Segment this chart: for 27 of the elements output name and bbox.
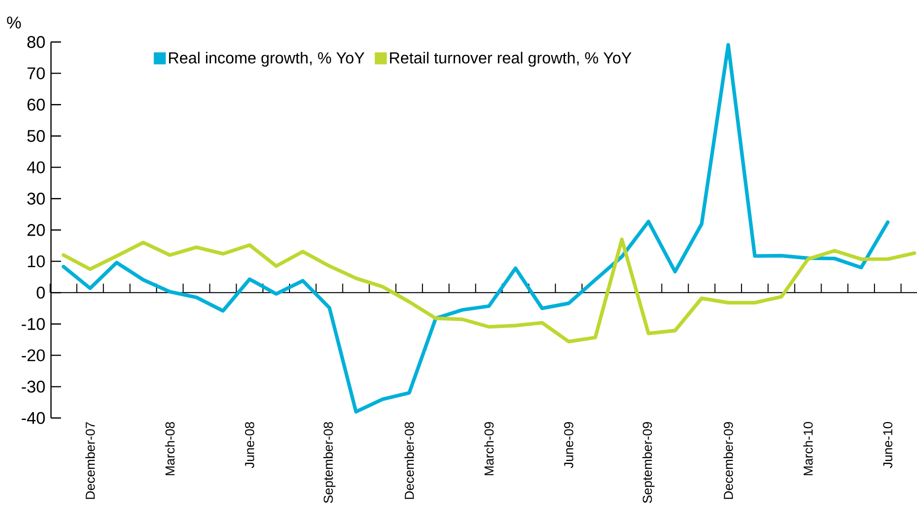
y-tick-label: 0 [36,286,45,299]
x-tick-label: June-09 [564,422,574,468]
y-tick-label: -10 [22,318,45,330]
x-tick-label: March-10 [803,422,813,476]
y-tick-label: 70 [28,67,45,80]
y-tick-label: -40 [22,412,45,424]
y-tick-label: 30 [27,192,45,205]
x-tick-label: June-08 [245,422,254,468]
y-tick-label: 60 [28,98,45,111]
y-tick-label: 10 [28,255,45,268]
y-tick-label: 20 [28,224,45,236]
x-tick-label: March-08 [165,422,175,476]
legend-label: Real income growth, % YoY [169,52,364,67]
y-tick-label: 80 [27,36,45,48]
y-tick-label: -30 [22,380,45,393]
x-tick-label: September-09 [642,422,654,503]
y-tick-label: 40 [27,161,45,174]
y-tick-label: 50 [27,130,45,142]
y-tick-label: -20 [22,349,45,362]
x-tick-label: December-07 [85,422,95,499]
x-tick-label: December-09 [723,422,733,499]
x-tick-label: December-08 [404,422,414,499]
x-tick-label: September-08 [323,422,336,503]
legend-label: Retail turnover real growth, % YoY [390,52,632,67]
x-tick-label: March-09 [484,422,494,476]
y-axis-title: % [7,16,21,28]
x-tick-label: June-10 [883,422,892,468]
